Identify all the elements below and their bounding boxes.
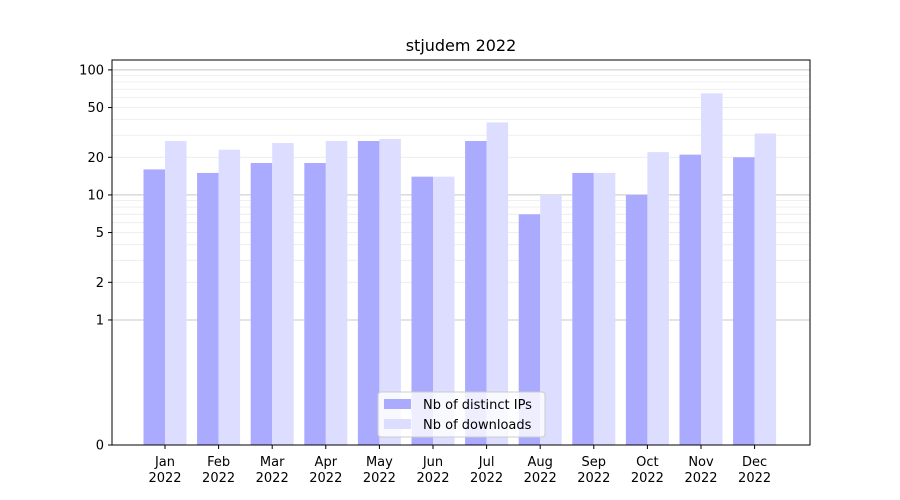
y-tick-label: 1 [96, 313, 104, 328]
bar-distinct-ips-oct [625, 194, 648, 445]
x-tick-label-month: Jun [422, 455, 443, 470]
bar-distinct-ips-sep [572, 172, 594, 445]
bar-downloads-may [379, 139, 401, 445]
bar-downloads-aug [540, 194, 562, 445]
bar-downloads-mar [272, 143, 294, 445]
bar-distinct-ips-aug [518, 214, 541, 445]
x-tick-label-year: 2022 [363, 471, 396, 486]
x-tick-label-month: Feb [207, 455, 230, 470]
y-tick-label: 0 [96, 439, 104, 454]
bar-downloads-apr [325, 140, 348, 445]
x-tick-label-year: 2022 [470, 471, 503, 486]
y-axis: 0 1 2 5 10 20 50 100 [79, 63, 112, 454]
legend: Nb of distinct IPs Nb of downloads [377, 391, 546, 438]
x-axis: Jan2022Feb2022Mar2022Apr2022May2022Jun20… [148, 445, 771, 486]
y-tick-label: 50 [87, 101, 104, 116]
plot-frame [111, 59, 811, 446]
x-tick-label-month: Aug [528, 455, 553, 470]
legend-swatch [384, 419, 411, 429]
legend-label: Nb of downloads [423, 418, 532, 433]
x-tick-label-month: Jan [154, 455, 175, 470]
x-tick-label-month: Sep [582, 455, 607, 470]
x-tick-label-year: 2022 [309, 471, 342, 486]
bar-downloads-dec [754, 133, 777, 445]
x-tick-label-year: 2022 [684, 471, 717, 486]
bar-distinct-ips-jan [143, 169, 165, 445]
bar-downloads-jul [486, 122, 509, 445]
y-tick-label: 100 [79, 63, 104, 78]
bar-distinct-ips-feb [197, 172, 219, 445]
bar-distinct-ips-nov [679, 154, 701, 446]
x-tick-label-month: Apr [315, 455, 338, 470]
bar-distinct-ips-may [357, 140, 380, 445]
y-tick-label: 10 [87, 188, 104, 203]
x-tick-label-year: 2022 [738, 471, 771, 486]
chart-title: stjudem 2022 [406, 36, 517, 55]
x-tick-label-month: Jul [478, 455, 495, 470]
legend-label: Nb of distinct IPs [423, 398, 532, 413]
bar-distinct-ips-jul [465, 140, 487, 445]
y-tick-label: 2 [96, 276, 104, 291]
bar-downloads-nov [701, 93, 723, 446]
x-tick-label-year: 2022 [577, 471, 610, 486]
bar-downloads-jan [165, 140, 187, 445]
bar-downloads-feb [218, 149, 241, 446]
x-tick-label-year: 2022 [416, 471, 449, 486]
bar-distinct-ips-jun [411, 176, 433, 445]
bar-downloads-sep [593, 172, 616, 445]
bar-downloads-oct [647, 152, 669, 445]
bars [143, 93, 777, 446]
x-tick-label-year: 2022 [631, 471, 664, 486]
y-tick-label: 5 [96, 226, 104, 241]
x-tick-label-month: Nov [688, 455, 714, 470]
x-tick-label-year: 2022 [256, 471, 289, 486]
bar-distinct-ips-apr [304, 163, 326, 445]
bar-distinct-ips-dec [733, 157, 755, 445]
x-tick-label-month: Mar [260, 455, 285, 470]
x-tick-label-year: 2022 [148, 471, 181, 486]
legend-swatch [384, 399, 411, 409]
x-tick-label-month: May [366, 455, 393, 470]
bar-distinct-ips-mar [250, 163, 273, 445]
y-tick-label: 20 [87, 151, 104, 166]
x-tick-label-year: 2022 [524, 471, 557, 486]
legend-box [377, 391, 546, 438]
bar-downloads-jun [433, 176, 455, 445]
x-tick-label-month: Oct [636, 455, 658, 470]
x-tick-label-month: Dec [742, 455, 767, 470]
x-tick-label-year: 2022 [202, 471, 235, 486]
